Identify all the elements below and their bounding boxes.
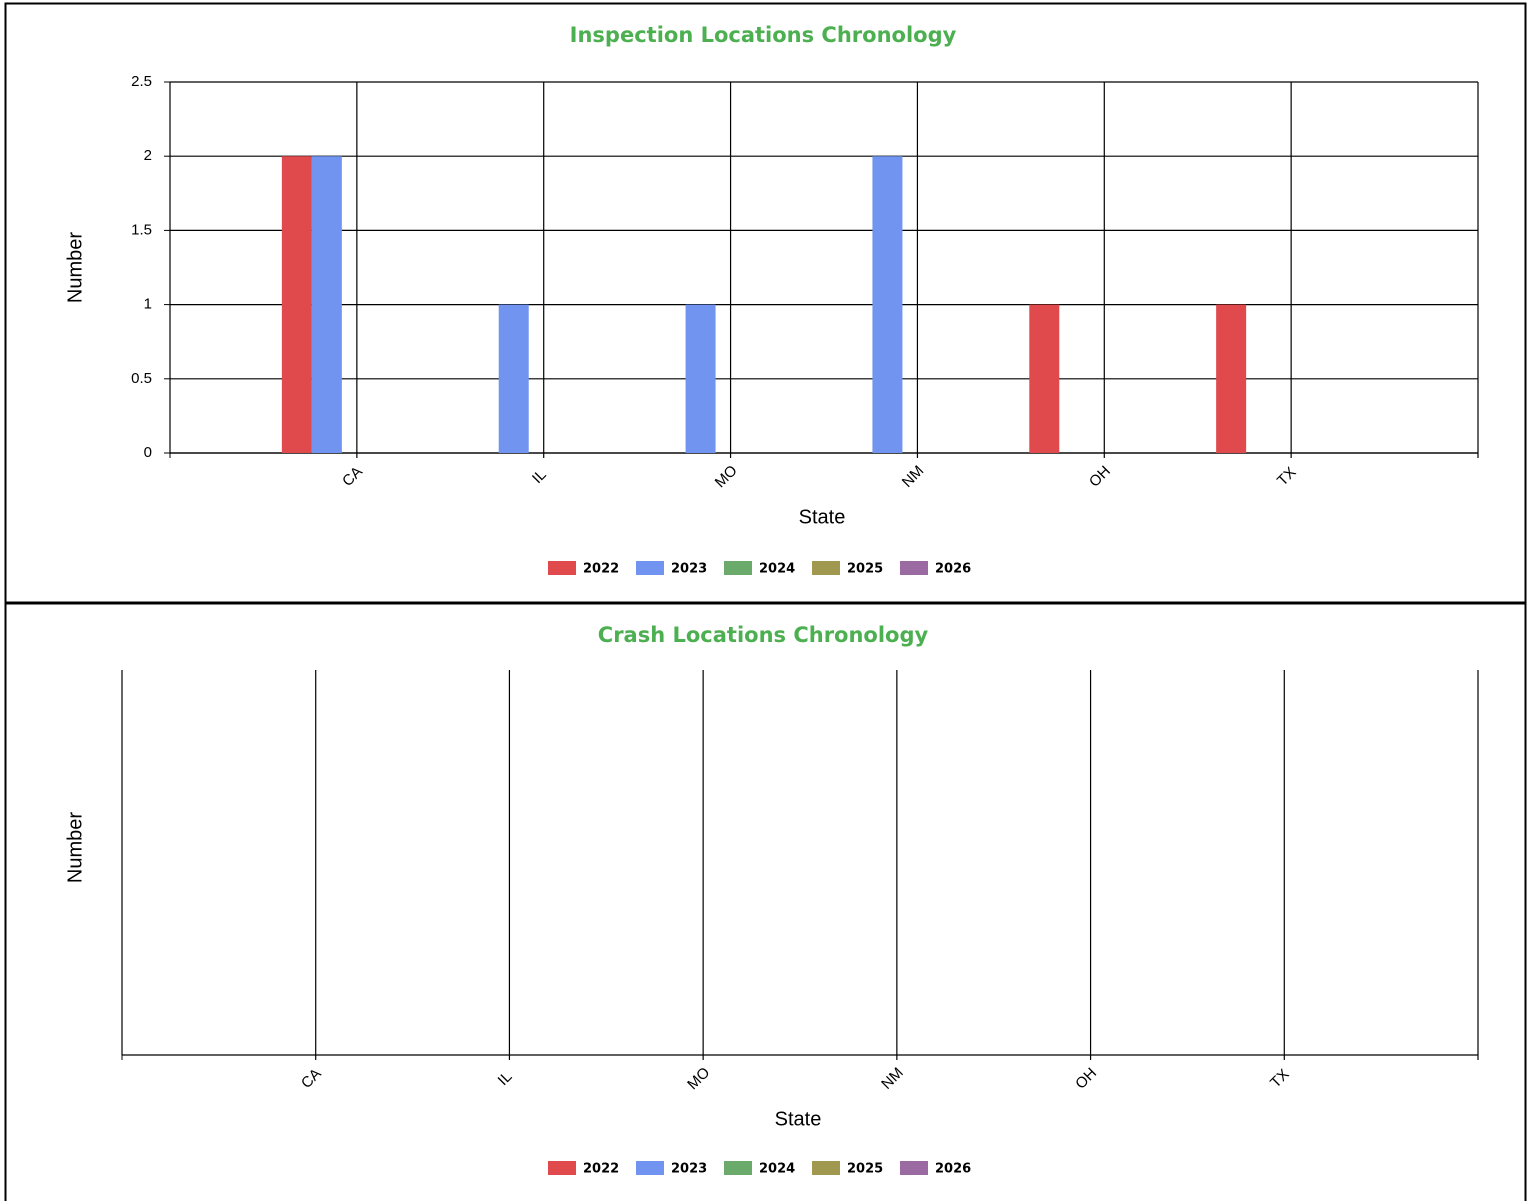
x-tick-label: MO — [712, 462, 741, 491]
legend-label: 2025 — [847, 562, 883, 577]
legend-swatch — [900, 561, 928, 575]
legend-swatch — [636, 561, 664, 575]
x-axis-label: State — [799, 506, 846, 528]
legend-label: 2024 — [759, 562, 795, 577]
chart-title: Inspection Locations Chronology — [570, 23, 957, 47]
legend-label: 2022 — [583, 562, 619, 577]
y-tick-label: 0.5 — [131, 370, 152, 387]
y-tick-label: 2.5 — [131, 73, 152, 90]
x-tick-label: OH — [1086, 463, 1114, 491]
legend-label: 2022 — [583, 1162, 619, 1177]
bar — [1029, 304, 1060, 453]
bar — [281, 156, 312, 453]
legend-swatch — [636, 1161, 664, 1175]
legend-label: 2024 — [759, 1162, 795, 1177]
chart-frame — [4, 602, 1527, 1201]
legend-swatch — [548, 561, 576, 575]
x-tick-label: CA — [298, 1065, 325, 1092]
legend-label: 2023 — [671, 562, 707, 577]
x-axis-label: State — [775, 1108, 822, 1130]
x-tick-label: OH — [1072, 1065, 1100, 1093]
x-tick-label: TX — [1267, 1066, 1293, 1092]
legend-label: 2023 — [671, 1162, 707, 1177]
y-tick-label: 2 — [144, 147, 152, 164]
legend-label: 2025 — [847, 1162, 883, 1177]
legend-label: 2026 — [935, 1162, 971, 1177]
legend-swatch — [724, 561, 752, 575]
y-tick-label: 1 — [144, 296, 152, 313]
bar — [311, 156, 342, 453]
x-tick-label: NM — [899, 462, 928, 491]
bar — [498, 304, 529, 453]
bar — [685, 304, 716, 453]
y-axis-label: Number — [64, 232, 86, 303]
x-tick-label: NM — [878, 1064, 907, 1093]
x-tick-label: CA — [339, 463, 366, 490]
legend-swatch — [812, 1161, 840, 1175]
y-tick-label: 1.5 — [131, 221, 152, 238]
legend-label: 2026 — [935, 562, 971, 577]
legend-swatch — [812, 561, 840, 575]
bar — [872, 156, 903, 453]
chart-title: Crash Locations Chronology — [598, 623, 929, 647]
x-tick-label: IL — [495, 1068, 516, 1089]
x-tick-label: IL — [529, 466, 550, 487]
legend-swatch — [724, 1161, 752, 1175]
legend-swatch — [900, 1161, 928, 1175]
legend-swatch — [548, 1161, 576, 1175]
bar — [1216, 304, 1247, 453]
chart-frame — [4, 2, 1527, 604]
y-axis-label: Number — [64, 812, 86, 883]
x-tick-label: TX — [1274, 464, 1300, 490]
x-tick-label: MO — [684, 1064, 713, 1093]
y-tick-label: 0 — [144, 444, 152, 461]
